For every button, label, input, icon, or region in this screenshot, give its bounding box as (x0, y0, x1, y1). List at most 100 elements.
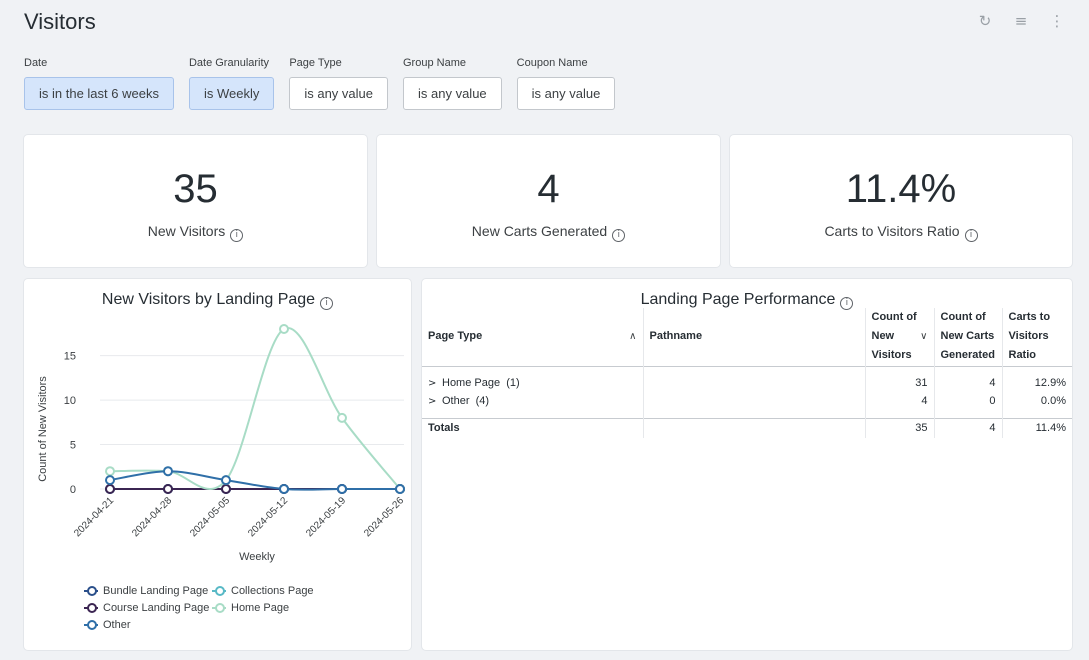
filter-coupon-name: Coupon Name is any value (516, 57, 616, 110)
filter-label: Date (24, 57, 48, 69)
filter-date-granularity-button[interactable]: is Weekly (188, 77, 275, 110)
column-header-label: Ratio (1008, 349, 1037, 362)
page-title: Visitors (24, 9, 96, 34)
data-point (221, 475, 231, 486)
legend-row: Course Landing Page Home Page (84, 599, 340, 616)
chart-title: New Visitors by Landing Page i (24, 291, 411, 310)
column-header-visitors[interactable]: Count of New ∨ Visitors (864, 308, 934, 366)
table-header-row: Page Type ∧ Pathname Count of New ∨ Visitors… (422, 308, 1072, 366)
filter-label: Date Granularity (188, 57, 270, 69)
totals-visitors: 35 (864, 417, 934, 438)
x-axis-label: Weekly (239, 551, 275, 563)
sort-descending-icon[interactable]: ∨ (920, 331, 928, 343)
column-header-label: Count of (871, 311, 917, 324)
refresh-icon[interactable]: ↻ (978, 12, 992, 30)
cell-pathname (642, 374, 865, 392)
column-header-label: New Carts (940, 330, 995, 343)
table-card: Landing Page Performance i Page Type ∧ Pat… (422, 279, 1072, 650)
column-header-label: Pathname (649, 330, 703, 343)
column-header-label: Carts to (1008, 311, 1051, 324)
x-tick-label: 2024-05-19 (304, 495, 348, 539)
filter-label: Group Name (403, 57, 466, 69)
kpi-carts-ratio: 11.4% Carts to Visitors Ratio i (730, 135, 1072, 267)
kpi-label-text: New Carts Generated (471, 223, 608, 239)
legend-item[interactable]: Home Page (212, 602, 340, 614)
legend-label: Bundle Landing Page (103, 584, 209, 597)
cell-carts: 4 (933, 374, 1002, 392)
line-chart: 0 5 10 15 Count of New Visitors 2024-04-21 202… (37, 324, 406, 563)
legend-marker-icon (212, 585, 226, 596)
header-actions: ↻ ≡ ⋮ (977, 12, 1065, 30)
filter-coupon-name-button[interactable]: is any value (516, 77, 616, 110)
filter-icon[interactable]: ≡ (1014, 12, 1028, 30)
info-icon[interactable]: i (964, 229, 978, 242)
x-tick-label: 2024-05-12 (246, 495, 290, 539)
line-chart-card: New Visitors by Landing Page i 0 5 10 15 Coun… (24, 279, 411, 650)
kpi-value: 4 (537, 167, 560, 211)
column-header-label: Generated (940, 349, 995, 362)
table-row: > Home Page (1) 31 4 12.9% (422, 374, 1072, 392)
row-label: Home Page (442, 377, 501, 389)
row-label: Other (442, 395, 470, 407)
data-point (337, 484, 347, 494)
table-spacer (422, 366, 1072, 374)
legend-item[interactable]: Other (84, 619, 212, 631)
filter-group-name-button[interactable]: is any value (403, 77, 502, 110)
filter-page-type-button[interactable]: is any value (289, 77, 388, 110)
kpi-label: New Carts Generated i (377, 223, 720, 242)
totals-ratio: 11.4% (1001, 417, 1072, 438)
column-header-label: Count of (940, 311, 986, 324)
series-line (109, 327, 401, 490)
legend-marker-icon (84, 585, 98, 596)
filter-date: Date is in the last 6 weeks (24, 57, 174, 110)
expand-chevron-icon[interactable]: > (428, 378, 437, 389)
x-tick-label: 2024-04-28 (130, 495, 174, 539)
column-header-page-type[interactable]: Page Type ∧ (422, 308, 643, 366)
cell-visitors: 31 (864, 374, 934, 392)
legend-marker-icon (212, 602, 226, 613)
legend-label: Course Landing Page (103, 601, 210, 614)
y-tick-label: 15 (64, 351, 76, 363)
info-icon[interactable]: i (230, 229, 244, 242)
legend-marker-icon (84, 602, 98, 613)
cell-page-type: > Home Page (1) (422, 374, 643, 392)
row-count: (4) (475, 395, 490, 407)
legend-row: Bundle Landing Page Collections Page (84, 582, 340, 599)
expand-chevron-icon[interactable]: > (428, 396, 437, 407)
kpi-new-visitors: 35 New Visitors i (24, 135, 367, 267)
x-tick-label: 2024-04-21 (72, 495, 116, 539)
column-header-pathname[interactable]: Pathname (642, 308, 865, 366)
chart-title-text: New Visitors by Landing Page (101, 291, 316, 308)
data-point (105, 475, 115, 486)
filter-date-button[interactable]: is in the last 6 weeks (24, 77, 174, 110)
data-point (395, 484, 405, 494)
legend-item[interactable]: Bundle Landing Page (84, 585, 212, 597)
column-header-carts[interactable]: Count of New Carts Generated (933, 308, 1002, 366)
cell-visitors: 4 (864, 392, 934, 410)
kpi-label-text: New Visitors (147, 223, 226, 239)
series-line (109, 470, 400, 491)
more-options-icon[interactable]: ⋮ (1049, 12, 1065, 30)
table-spacer (422, 410, 1072, 418)
data-point (105, 466, 115, 477)
y-tick-label: 0 (70, 484, 76, 496)
sort-ascending-icon[interactable]: ∧ (629, 331, 637, 343)
kpi-label: New Visitors i (24, 223, 367, 242)
y-tick-label: 10 (64, 395, 76, 407)
filter-date-granularity: Date Granularity is Weekly (188, 57, 275, 110)
data-point (337, 412, 347, 423)
column-header-label: Visitors (1008, 330, 1049, 343)
legend-item[interactable]: Course Landing Page (84, 602, 212, 614)
kpi-label: Carts to Visitors Ratio i (730, 223, 1072, 242)
legend-item[interactable]: Collections Page (212, 585, 340, 597)
y-tick-label: 5 (70, 440, 76, 452)
info-icon[interactable]: i (612, 229, 626, 242)
info-icon[interactable]: i (320, 297, 334, 310)
filter-bar: Date is in the last 6 weeks Date Granula… (24, 57, 616, 110)
row-count: (1) (506, 377, 520, 389)
column-header-ratio[interactable]: Carts to Visitors Ratio (1001, 308, 1072, 366)
data-point (105, 484, 115, 494)
cell-ratio: 12.9% (1001, 374, 1072, 392)
x-tick-label: 2024-05-05 (188, 495, 232, 539)
legend-label: Home Page (231, 601, 290, 614)
